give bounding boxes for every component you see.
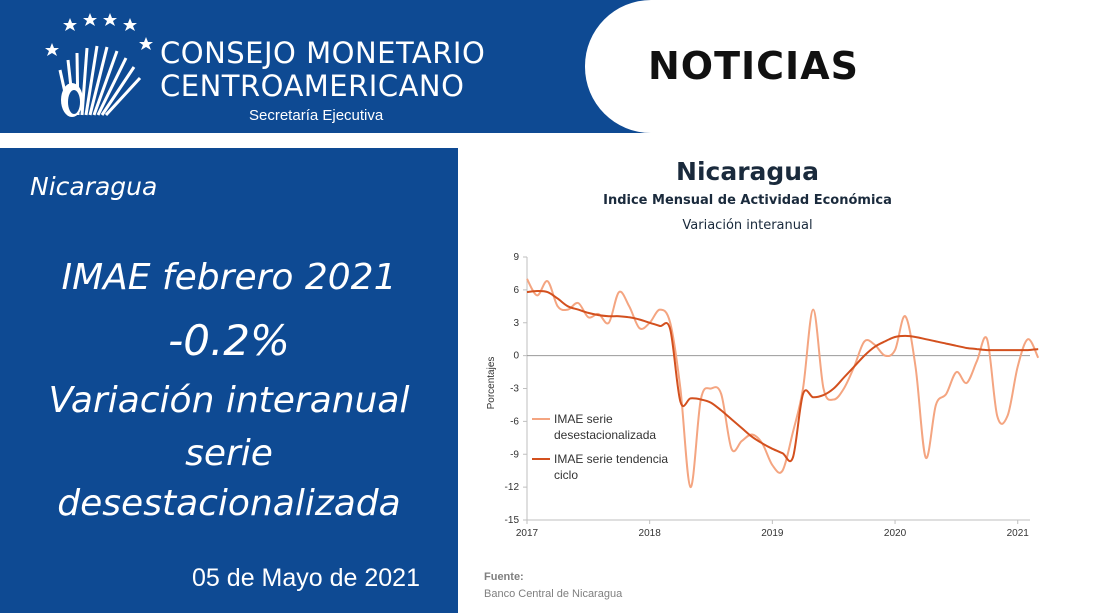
legend: IMAE serie desestacionalizada IMAE serie t…: [532, 412, 668, 482]
legend-label: IMAE serie tendencia: [554, 452, 668, 466]
source-text: Banco Central de Nicaragua: [484, 588, 623, 600]
y-axis-label: Porcentajes: [486, 357, 497, 410]
x-tick-label: 2018: [639, 528, 662, 539]
line-chart: 9 6 3 0 -3 -6 -9 -12 -15 2017 2018 2019 2020 2021 IM…: [486, 252, 1040, 539]
org-name-line1: CONSEJO MONETARIO: [160, 36, 486, 70]
y-tick-label: -9: [510, 449, 519, 460]
x-tick-label: 2020: [884, 528, 907, 539]
source-title: Fuente:: [484, 571, 524, 583]
y-tick-label: 0: [513, 351, 519, 362]
chart-title: Nicaragua: [676, 157, 819, 186]
chart-subtitle: Indice Mensual de Actividad Económica: [603, 193, 892, 208]
star-icon: [45, 43, 59, 56]
chart-subtitle2: Variación interanual: [682, 218, 813, 233]
legend-label: IMAE serie: [554, 412, 613, 426]
x-tick-label: 2019: [761, 528, 784, 539]
x-tick-label: 2021: [1007, 528, 1030, 539]
headline-indicator: IMAE febrero 2021: [61, 257, 397, 298]
x-axis: 2017 2018 2019 2020 2021: [516, 519, 1030, 539]
headline-description-2: serie: [185, 433, 273, 474]
legend-label: desestacionalizada: [554, 428, 656, 442]
cmca-logo-icon: [45, 13, 153, 117]
org-name-line2: CENTROAMERICANO: [160, 69, 465, 103]
headline-description-3: desestacionalizada: [57, 483, 401, 524]
y-axis: 9 6 3 0 -3 -6 -9 -12 -15: [505, 252, 1030, 526]
headline-value: -0.2%: [168, 316, 290, 365]
country-label: Nicaragua: [30, 172, 158, 201]
section-title: NOTICIAS: [648, 44, 859, 88]
y-tick-label: -15: [505, 515, 520, 526]
series-line-2: [526, 289, 1039, 463]
y-tick-label: -6: [510, 416, 519, 427]
star-icon: [83, 13, 97, 26]
legend-label: ciclo: [554, 468, 578, 482]
star-icon: [139, 37, 153, 50]
publication-date: 05 de Mayo de 2021: [192, 564, 420, 592]
y-tick-label: -12: [505, 482, 520, 493]
org-subtitle: Secretaría Ejecutiva: [249, 107, 384, 124]
y-tick-label: -3: [510, 384, 519, 395]
y-tick-label: 6: [513, 285, 519, 296]
section-pill: [585, 0, 1108, 133]
headline-description-1: Variación interanual: [48, 380, 410, 421]
series-line-1: [526, 278, 1040, 489]
y-tick-label: 3: [513, 318, 519, 329]
info-panel: [0, 148, 458, 613]
x-tick-label: 2017: [516, 528, 539, 539]
star-icon: [63, 18, 77, 31]
star-icon: [123, 18, 137, 31]
y-tick-label: 9: [513, 252, 519, 263]
series-group: [526, 278, 1040, 489]
star-icon: [103, 13, 117, 26]
